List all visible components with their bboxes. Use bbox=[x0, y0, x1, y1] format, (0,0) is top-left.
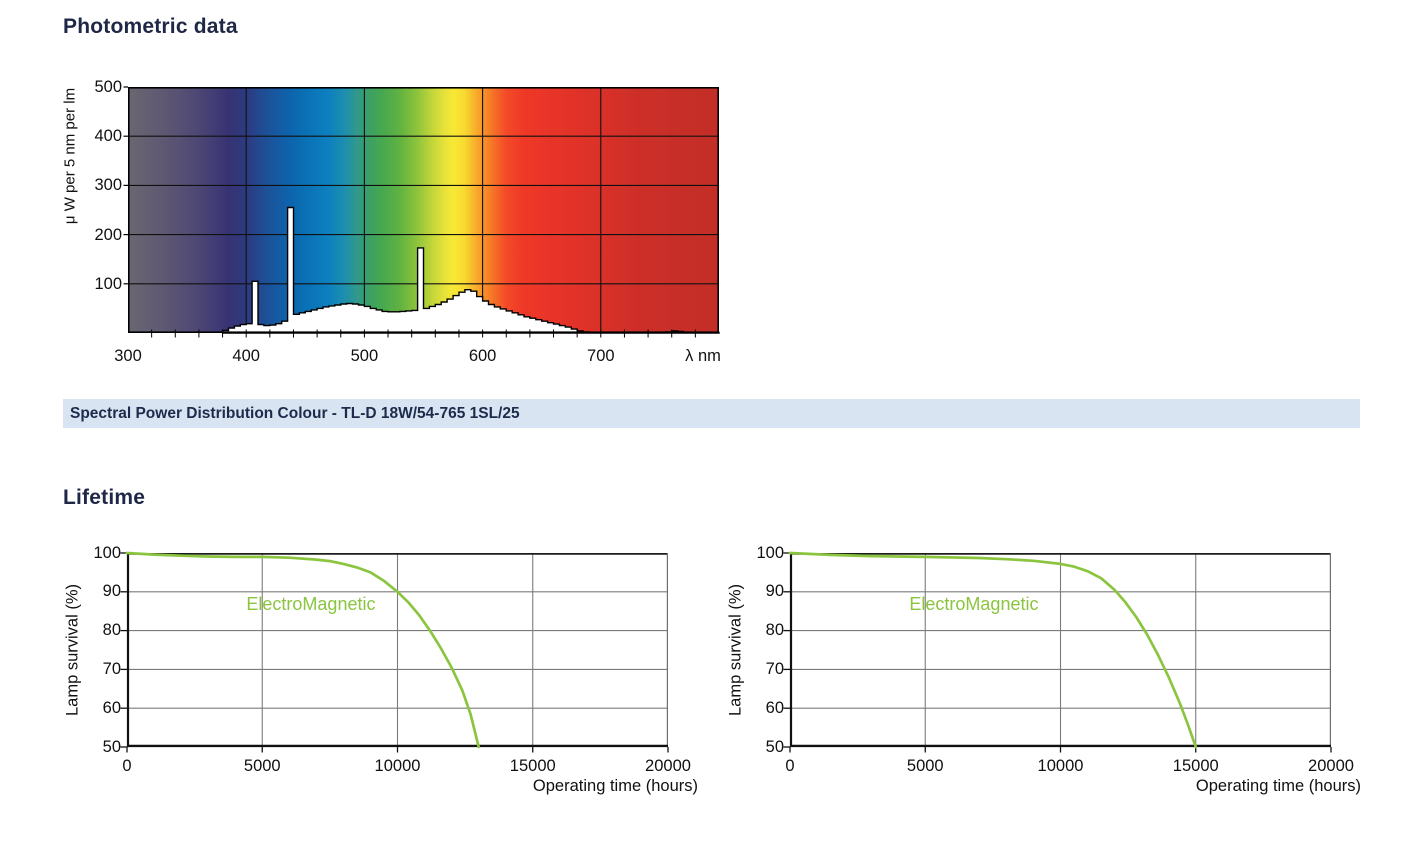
spectral-caption-text: Spectral Power Distribution Colour - TL-… bbox=[70, 404, 520, 422]
lifetime-x-tick-label: 20000 bbox=[645, 757, 691, 775]
spectral-y-tick-label: 200 bbox=[94, 225, 122, 244]
spectral-x-tick-label: 300 bbox=[114, 347, 142, 365]
lifetime-x-tick-label: 10000 bbox=[1037, 757, 1084, 775]
lifetime-x-tick-label: 0 bbox=[785, 757, 795, 775]
lifetime-y-tick-label: 60 bbox=[765, 698, 784, 717]
lifetime-x-tick-label: 20000 bbox=[1308, 757, 1354, 775]
lifetime-y-tick-label: 50 bbox=[102, 737, 121, 756]
spectral-x-axis-unit: λ nm bbox=[685, 347, 721, 365]
lifetime-plot-1 bbox=[120, 551, 669, 753]
spectral-y-tick-label: 300 bbox=[94, 176, 122, 195]
series-label-electromagnetic: ElectroMagnetic bbox=[909, 594, 1039, 615]
lifetime-y-tick-label: 70 bbox=[102, 659, 121, 678]
lifetime-y-tick-label: 90 bbox=[102, 582, 121, 601]
lifetime-y-axis-title: Lamp survival (%) bbox=[726, 583, 745, 717]
spectral-power-distribution-plot bbox=[123, 86, 720, 338]
spectral-x-tick-label: 600 bbox=[468, 347, 497, 365]
spectral-caption-bar: Spectral Power Distribution Colour - TL-… bbox=[63, 399, 1360, 428]
lifetime-y-tick-label: 100 bbox=[93, 543, 121, 562]
spectral-x-tick-label: 500 bbox=[350, 347, 379, 365]
photometric-data-heading: Photometric data bbox=[63, 15, 238, 38]
spectral-y-axis-title: μ W per 5 nm per lm bbox=[61, 87, 79, 225]
lifetime-y-tick-label: 70 bbox=[765, 659, 784, 678]
spectral-y-tick-label: 400 bbox=[94, 127, 122, 146]
lifetime-y-tick-label: 60 bbox=[102, 698, 121, 717]
series-label-electromagnetic: ElectroMagnetic bbox=[246, 594, 376, 615]
lifetime-plot-2 bbox=[783, 551, 1332, 753]
spectral-y-tick-label: 500 bbox=[94, 78, 122, 96]
lifetime-y-tick-label: 80 bbox=[102, 621, 121, 640]
lifetime-x-tick-label: 5000 bbox=[906, 757, 944, 775]
lifetime-x-axis-title: Operating time (hours) bbox=[532, 777, 698, 795]
spectral-x-tick-label: 700 bbox=[587, 347, 615, 365]
lifetime-heading: Lifetime bbox=[63, 486, 146, 509]
lifetime-x-tick-label: 15000 bbox=[509, 757, 556, 775]
lifetime-y-tick-label: 80 bbox=[765, 621, 784, 640]
spectral-y-tick-label: 100 bbox=[94, 274, 122, 293]
lifetime-y-tick-label: 50 bbox=[765, 737, 784, 756]
lifetime-y-tick-label: 100 bbox=[756, 543, 784, 562]
lifetime-x-tick-label: 15000 bbox=[1172, 757, 1219, 775]
lifetime-x-tick-label: 10000 bbox=[374, 757, 421, 775]
lifetime-x-tick-label: 0 bbox=[122, 757, 132, 775]
lifetime-x-tick-label: 5000 bbox=[243, 757, 281, 775]
lifetime-x-axis-title: Operating time (hours) bbox=[1195, 777, 1361, 795]
lifetime-y-tick-label: 90 bbox=[765, 582, 784, 601]
lifetime-y-axis-title: Lamp survival (%) bbox=[63, 583, 82, 717]
spectral-x-tick-label: 400 bbox=[232, 347, 260, 365]
